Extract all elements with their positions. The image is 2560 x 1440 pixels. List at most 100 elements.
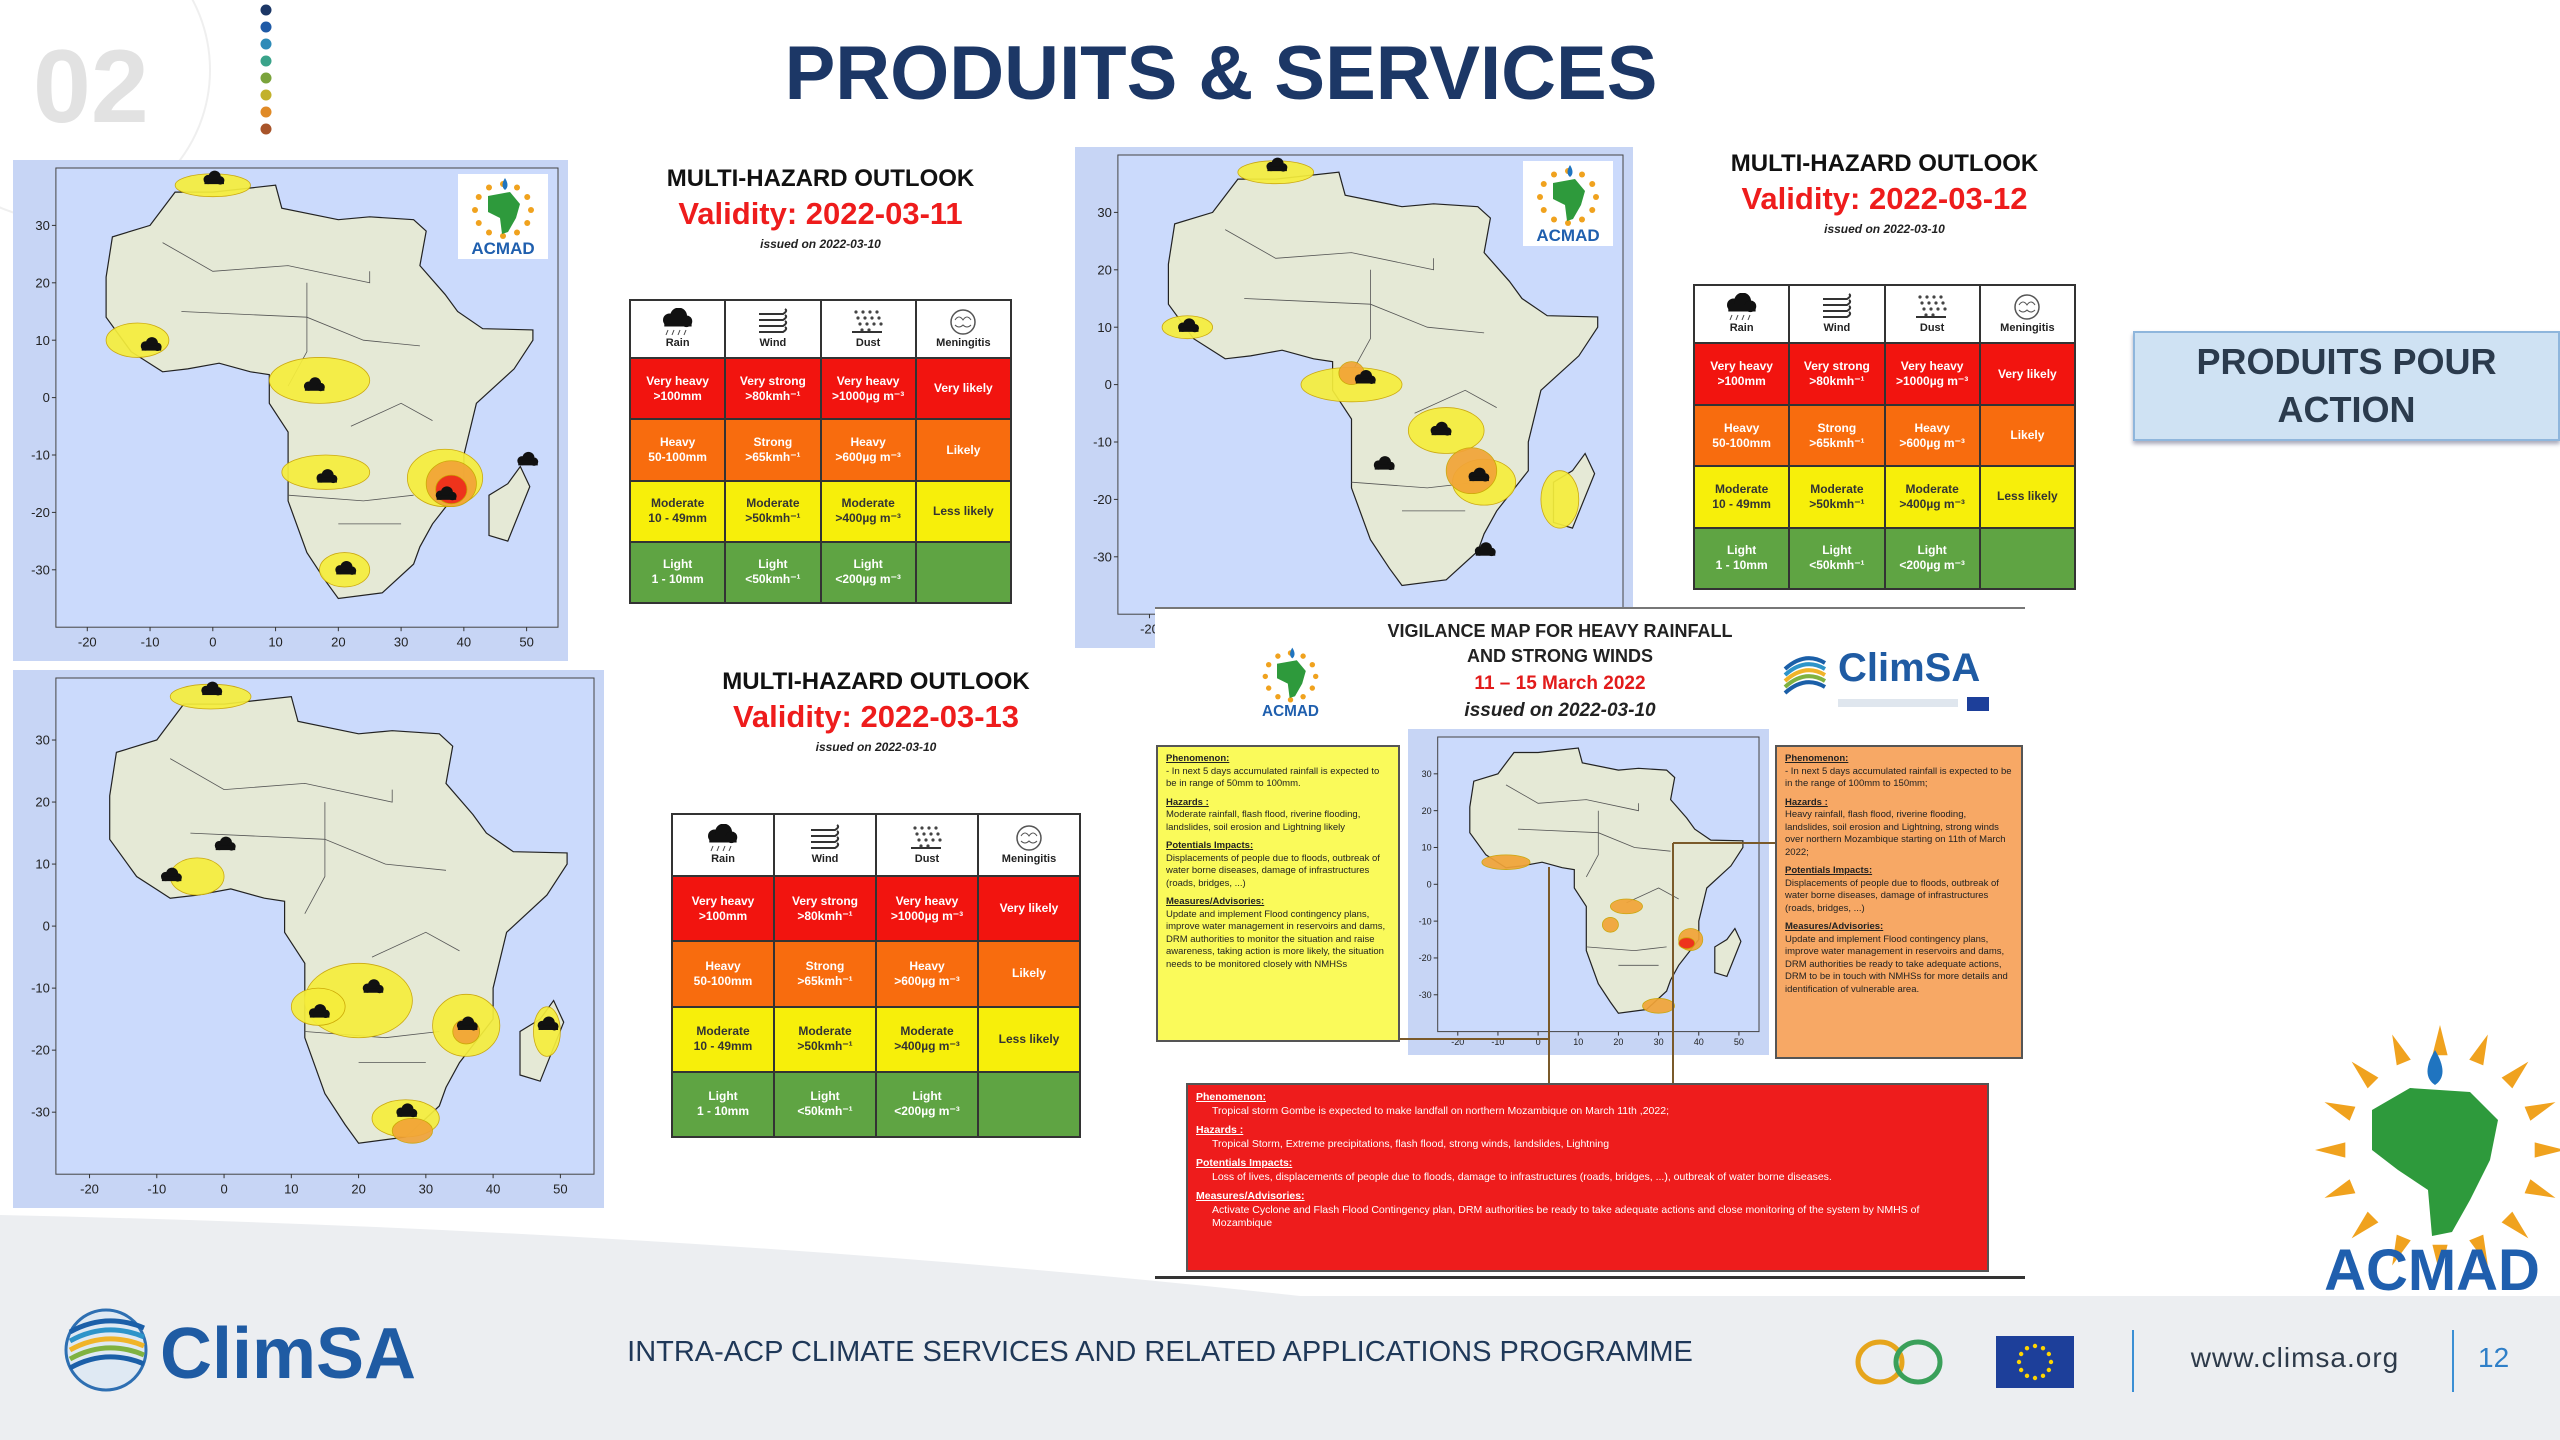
hazard-cell: Light 1 - 10mm [631, 542, 725, 602]
lon-tick-label: -10 [147, 1182, 166, 1197]
logo-text: ACMAD [1536, 226, 1599, 245]
advisory-text: Heavy rainfall, flash flood, riverine fl… [1785, 809, 2006, 858]
border [304, 802, 326, 914]
hazard-cell: Light <50kmh⁻¹ [726, 542, 820, 602]
logo-ray [1565, 220, 1571, 226]
action-button[interactable]: PRODUITS POUR ACTION [2133, 331, 2560, 441]
logo-drop [1567, 165, 1573, 177]
border [181, 311, 420, 347]
logo-ray [1551, 216, 1557, 223]
logo-ray [1309, 662, 1316, 668]
lon-tick-label: 40 [486, 1182, 500, 1197]
column-header: Wind [726, 301, 820, 358]
advisory-heading: Measures/Advisories: [1785, 921, 1884, 932]
logo-ray [486, 229, 492, 236]
orange-advisory-box: Phenomenon: - In next 5 days accumulated … [1775, 745, 2023, 1059]
cell-text: Less likely [933, 503, 994, 518]
cell-text: Moderate [841, 496, 895, 511]
lon-tick-label: 10 [268, 635, 282, 650]
lat-tick-label: -30 [1419, 990, 1432, 1000]
vigilance-heading: issued on 2022-03-10 [1464, 700, 1656, 721]
cloud-part [336, 569, 356, 575]
brain [2018, 301, 2036, 313]
eu-flag [1967, 697, 1989, 711]
logo-ray [1593, 194, 1599, 200]
cell-text: 1 - 10mm [1715, 558, 1768, 573]
cell-text: Heavy [909, 958, 945, 973]
dust-dot [1943, 307, 1947, 311]
hazard-cell: Light 1 - 10mm [1695, 528, 1789, 588]
cell-text: Moderate [1810, 481, 1864, 496]
lat-tick-label: 10 [1422, 843, 1432, 853]
cell-text: Less likely [998, 1031, 1060, 1046]
advisory-heading: Measures/Advisories: [1166, 896, 1265, 907]
hazard-cell: Heavy 50-100mm [631, 420, 725, 480]
cell-text: >1000µg m⁻³ [1895, 374, 1969, 389]
outlook-validity: Validity: 2022-03-11 [678, 196, 963, 231]
advisory-heading: Phenomenon: [1785, 753, 1849, 764]
cell-text: Light [1726, 543, 1757, 558]
cell-text: >65kmh⁻¹ [1809, 435, 1865, 450]
logo-ray [514, 229, 520, 236]
rain-line [1741, 314, 1745, 320]
dust-dot [924, 837, 928, 842]
rain-cloud [1373, 456, 1395, 471]
logo-ray [1540, 207, 1547, 213]
cloud-part [317, 477, 337, 483]
cell-text: <200µg m⁻³ [1899, 558, 1965, 573]
border [304, 1031, 440, 1039]
advisory-paragraph: Measures/Advisories: Update and implement… [1785, 921, 2013, 996]
dust-dot [1941, 301, 1945, 305]
cell-text: 1 - 10mm [696, 1104, 750, 1119]
column-label: Wind [811, 852, 839, 865]
wind-line [811, 841, 840, 849]
hazard-area [1540, 470, 1580, 529]
cell-text: >100mm [653, 388, 702, 403]
hazard-cell: Very heavy >100mm [1695, 344, 1789, 404]
logo-africa [488, 192, 520, 234]
lat-tick-label: 0 [1105, 377, 1112, 392]
cloud-part [1727, 304, 1756, 312]
dust-dot [1927, 301, 1931, 305]
dot [260, 89, 272, 101]
logo-ray [1313, 673, 1319, 680]
cloud-part [397, 1112, 417, 1117]
cell-text: 50-100mm [648, 450, 707, 465]
cloud-part [202, 690, 222, 696]
hazard-icon [950, 308, 977, 335]
cell-text: >600µg m⁻³ [1899, 435, 1965, 450]
logo-ray [1265, 662, 1272, 668]
dust-dot [1929, 307, 1933, 311]
hazard-area [1601, 917, 1619, 933]
hazard-cell: Very heavy >1000µg m⁻³ [821, 359, 915, 419]
cloud-part [1374, 464, 1395, 470]
hazard-cell: Light 1 - 10mm [673, 1072, 773, 1136]
cell-text: 10 - 49mm [693, 1039, 753, 1054]
logo-swoosh [1783, 668, 1827, 683]
cell-text: Moderate [746, 496, 800, 511]
rain-cloud [308, 1004, 330, 1019]
vigilance-heading: AND STRONG WINDS [1467, 646, 1653, 666]
climsa-logo: ClimSA [1783, 646, 1989, 711]
cell-text: Moderate [1905, 481, 1959, 496]
lat-tick-label: -30 [31, 1105, 50, 1120]
wind-line [758, 325, 787, 333]
cell-text: Likely [1011, 966, 1047, 981]
hazard-area [1481, 854, 1531, 870]
dust-dot [1925, 295, 1929, 299]
cell-text: >80kmh⁻¹ [797, 908, 853, 923]
advisory-text: Activate Cyclone and Flash Flood Conting… [1212, 1203, 1920, 1230]
head [950, 308, 977, 335]
column-label: Rain [711, 852, 735, 865]
lon-tick-label: 0 [1536, 1037, 1541, 1047]
rain-line [683, 329, 687, 335]
rain-line [671, 329, 675, 335]
cloud-part [457, 1025, 478, 1030]
cell-text: <50kmh⁻¹ [1809, 558, 1865, 573]
rain-cloud [435, 486, 457, 501]
cell-text: Heavy [705, 958, 741, 973]
rain-line [677, 329, 681, 335]
rain-cloud [140, 337, 162, 352]
logo-ray [1300, 653, 1306, 659]
cloud-part [709, 835, 737, 843]
